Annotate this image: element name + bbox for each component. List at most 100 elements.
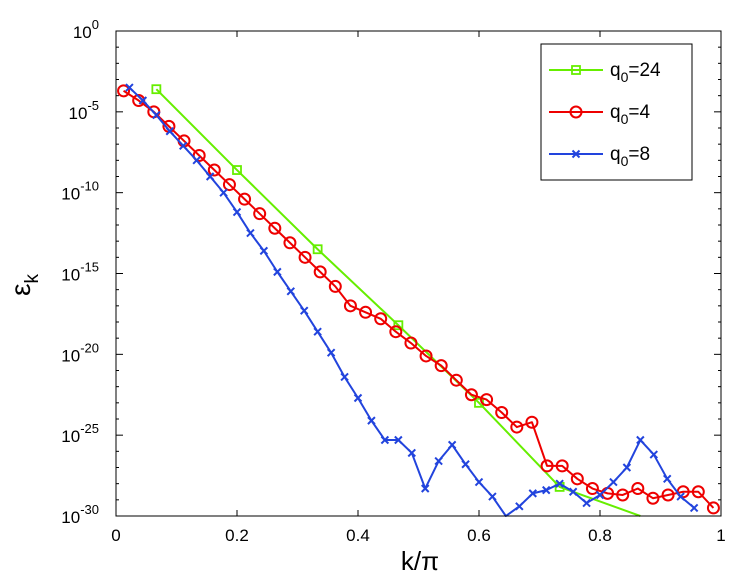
data-point-circle: [570, 472, 584, 486]
series-line: [123, 89, 715, 509]
data-point-circle: [404, 336, 418, 350]
data-point-circle: [298, 250, 312, 264]
data-point-x: [273, 267, 282, 277]
x-tick-label: 0.6: [467, 526, 491, 545]
data-point-circle: [510, 420, 524, 434]
data-point-x: [246, 228, 255, 238]
data-point-x: [353, 393, 363, 403]
legend-entry: q0=24: [549, 60, 661, 85]
y-tick-label: 10-15: [61, 260, 99, 285]
data-point-circle: [706, 501, 720, 515]
legend-label: q0=8: [610, 144, 650, 169]
legend: q0=24 q0=4 q0=8: [540, 43, 693, 181]
data-point-circle: [616, 488, 630, 502]
y-tick-label: 10-5: [69, 98, 99, 123]
y-tick-label: 100: [73, 17, 99, 42]
data-point-x: [125, 83, 134, 92]
data-point-x: [555, 479, 564, 488]
data-point-x: [380, 435, 390, 445]
data-point-x: [192, 156, 201, 165]
legend-entry: q0=4: [549, 102, 650, 127]
data-point-x: [152, 110, 161, 120]
data-point-x: [286, 287, 295, 296]
legend-entries: q0=24 q0=4 q0=8: [549, 60, 661, 169]
y-tick-label: 10-30: [61, 502, 99, 527]
x-tick-label: 0: [111, 526, 120, 545]
data-point-x: [326, 348, 336, 357]
data-point-x: [663, 474, 672, 484]
data-point-circle: [495, 406, 509, 420]
data-point-square: [232, 165, 242, 175]
data-point-circle: [525, 415, 539, 429]
data-point-circle: [389, 325, 403, 339]
y-tick-label: 10-10: [61, 179, 99, 204]
data-point-circle: [359, 305, 373, 319]
data-point-circle: [117, 84, 131, 98]
data-point-circle: [585, 482, 599, 496]
data-point-x: [367, 416, 376, 425]
data-point-circle: [480, 393, 494, 407]
data-point-square: [312, 244, 323, 255]
data-point-x: [595, 490, 605, 500]
data-point-circle: [192, 148, 206, 162]
data-point-x: [447, 440, 457, 450]
y-tick-labels: 100 10-5 10-10 10-15 10-20 10-25 10-30: [61, 17, 99, 527]
legend-entry: q0=8: [549, 144, 650, 169]
data-point-x: [407, 448, 416, 458]
series-line: [155, 88, 641, 517]
x-tick-label: 1: [716, 526, 725, 545]
data-point-circle: [631, 482, 645, 496]
data-point-x: [689, 503, 699, 513]
x-tick-label: 0.8: [588, 526, 612, 545]
data-point-x: [259, 246, 269, 256]
data-point-square: [393, 320, 404, 331]
data-point-circle: [661, 488, 675, 502]
data-point-x: [165, 127, 174, 136]
series-q0=8: [125, 83, 699, 517]
data-point-x: [528, 489, 537, 498]
data-point-x: [568, 487, 578, 496]
plot-frame: [115, 30, 722, 517]
data-point-circle: [328, 279, 342, 293]
data-point-x: [488, 492, 497, 501]
data-point-circle: [222, 178, 236, 192]
data-point-circle: [374, 312, 388, 326]
data-point-x: [300, 306, 309, 315]
data-point-x: [622, 463, 632, 472]
y-tick-label: 10-25: [61, 421, 99, 446]
legend-label: q0=4: [610, 102, 650, 127]
y-tick-label: 10-20: [61, 340, 99, 365]
data-point-circle: [238, 192, 252, 206]
data-point-x: [219, 188, 228, 197]
data-point-circle: [313, 265, 327, 279]
data-point-x: [609, 477, 618, 487]
data-point-x: [313, 327, 322, 336]
data-point-x: [542, 485, 551, 495]
data-point-x: [340, 372, 349, 382]
data-point-circle: [691, 485, 705, 499]
series-q0=4: [117, 84, 720, 515]
data-point-x: [515, 502, 524, 511]
data-point-circle: [464, 388, 478, 402]
legend-swatch-marker: [569, 105, 583, 119]
data-point-circle: [343, 299, 357, 313]
data-point-circle: [555, 459, 569, 473]
data-point-x: [179, 141, 188, 150]
x-tick-label: 0.2: [225, 526, 249, 545]
data-point-x: [474, 477, 484, 487]
data-point-circle: [434, 359, 448, 373]
data-point-circle: [253, 207, 267, 221]
data-point-x: [421, 484, 430, 493]
x-tick-label: 0.4: [346, 526, 370, 545]
data-point-x: [394, 435, 403, 445]
data-point-circle: [207, 163, 221, 177]
data-point-circle: [283, 236, 297, 250]
data-point-x: [649, 450, 658, 459]
data-point-x: [461, 460, 470, 469]
data-point-circle: [540, 459, 554, 473]
data-point-x: [636, 435, 645, 445]
data-point-circle: [449, 373, 463, 387]
data-point-circle: [419, 349, 433, 363]
legend-swatch-marker: [571, 149, 581, 159]
